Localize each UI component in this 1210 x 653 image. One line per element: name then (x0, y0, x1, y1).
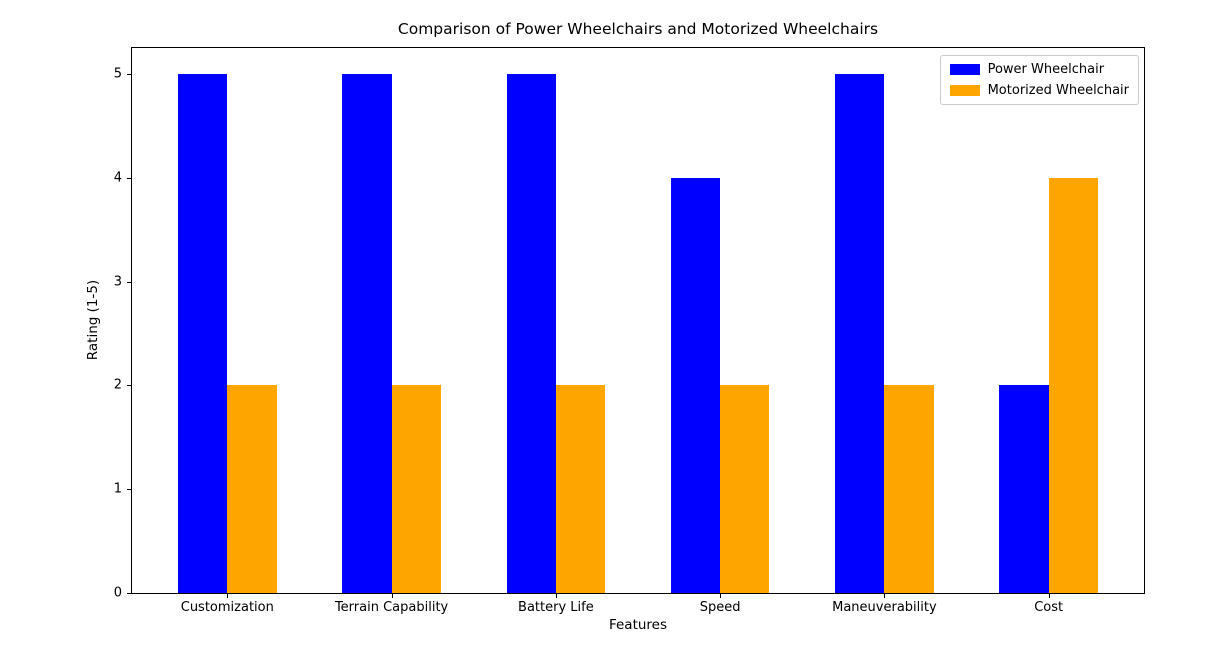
y-tick-label-2: 2 (113, 377, 122, 393)
x-tick-battery-life (555, 593, 557, 598)
y-tick-2 (127, 385, 132, 387)
y-tick-4 (127, 177, 132, 179)
legend-item-power-wheelchair: Power Wheelchair (949, 62, 1129, 77)
y-axis-label: Rating (1-5) (85, 279, 101, 361)
y-tick-label-4: 4 (113, 170, 122, 186)
chart-title: Comparison of Power Wheelchairs and Moto… (397, 20, 879, 38)
bar-power-wheelchair-battery-life (506, 74, 556, 593)
bar-motorized-wheelchair-terrain-capability (391, 385, 441, 593)
bar-motorized-wheelchair-customization (227, 385, 277, 593)
x-tick-label-customization: Customization (180, 600, 274, 615)
y-tick-label-0: 0 (113, 585, 122, 601)
x-tick-label-speed: Speed (699, 600, 741, 615)
x-tick-maneuverability (884, 593, 886, 598)
y-tick-0 (127, 593, 132, 594)
y-tick-label-3: 3 (113, 274, 122, 290)
x-tick-label-battery-life: Battery Life (518, 600, 594, 615)
bar-power-wheelchair-cost (999, 385, 1049, 593)
legend-swatch-icon (949, 64, 980, 75)
x-tick-label-terrain-capability: Terrain Capability (334, 600, 449, 615)
y-tick-5 (127, 74, 132, 75)
legend: Power Wheelchair Motorized Wheelchair (939, 55, 1139, 105)
legend-swatch-icon (949, 85, 980, 96)
bar-motorized-wheelchair-maneuverability (884, 385, 934, 593)
x-tick-speed (720, 593, 722, 598)
legend-item-motorized-wheelchair: Motorized Wheelchair (949, 83, 1129, 98)
bar-motorized-wheelchair-speed (720, 385, 770, 593)
bar-power-wheelchair-terrain-capability (342, 74, 392, 593)
x-tick-cost (1048, 593, 1050, 598)
x-tick-label-maneuverability: Maneuverability (832, 600, 937, 615)
x-axis-label: Features (608, 617, 668, 633)
bar-power-wheelchair-speed (670, 177, 721, 593)
legend-label: Power Wheelchair (987, 62, 1105, 77)
bar-power-wheelchair-maneuverability (835, 74, 885, 593)
bar-motorized-wheelchair-cost (1048, 177, 1098, 593)
y-tick-1 (127, 489, 132, 491)
bar-motorized-wheelchair-battery-life (555, 385, 606, 593)
x-tick-terrain-capability (391, 593, 393, 598)
x-tick-customization (227, 593, 229, 598)
plot-area: Power Wheelchair Motorized Wheelchair Cus… (114, 47, 1145, 615)
x-tick-label-cost: Cost (1034, 600, 1064, 615)
y-tick-label-5: 5 (113, 66, 122, 82)
bar-power-wheelchair-customization (178, 74, 228, 593)
y-tick-3 (127, 281, 132, 283)
legend-label: Motorized Wheelchair (987, 83, 1129, 98)
y-tick-label-1: 1 (113, 481, 122, 497)
